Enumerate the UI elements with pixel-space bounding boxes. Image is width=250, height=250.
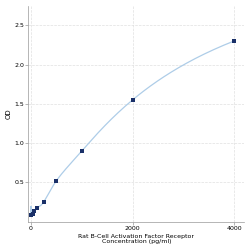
Y-axis label: OD: OD xyxy=(6,108,12,119)
Point xyxy=(130,98,134,102)
Point xyxy=(54,179,58,183)
Point xyxy=(80,149,84,153)
Point xyxy=(35,206,39,210)
X-axis label: Rat B-Cell Activation Factor Receptor
Concentration (pg/ml): Rat B-Cell Activation Factor Receptor Co… xyxy=(78,234,194,244)
Point xyxy=(29,214,33,218)
Point xyxy=(232,39,236,43)
Point xyxy=(30,212,34,216)
Point xyxy=(42,200,46,204)
Point xyxy=(32,210,36,214)
